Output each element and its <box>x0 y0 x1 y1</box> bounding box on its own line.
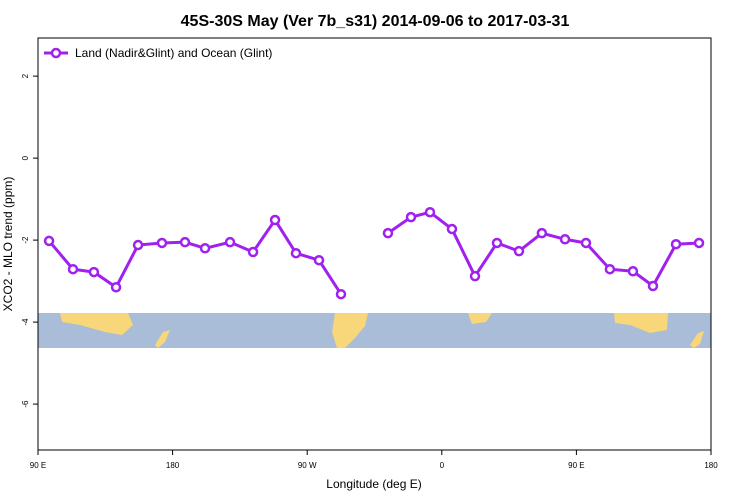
data-point <box>224 236 236 248</box>
legend-label: Land (Nadir&Glint) and Ocean (Glint) <box>75 46 272 60</box>
legend-marker <box>50 47 62 59</box>
y-tick-label: -6 <box>21 400 30 408</box>
x-tick-label: 180 <box>704 461 718 470</box>
data-point <box>536 227 548 239</box>
x-axis-label: Longitude (deg E) <box>326 477 421 491</box>
land <box>60 313 133 335</box>
data-point <box>405 211 417 223</box>
x-tick-label: 90 E <box>568 461 584 470</box>
data-point <box>382 227 394 239</box>
data-point <box>269 214 281 226</box>
data-point <box>290 247 302 259</box>
data-point <box>446 223 458 235</box>
x-tick-label: 90 E <box>30 461 46 470</box>
data-point <box>88 266 100 278</box>
data-point <box>313 254 325 266</box>
data-point <box>247 246 259 258</box>
land <box>690 331 704 348</box>
plot-frame <box>37 37 712 451</box>
data-point <box>627 266 639 277</box>
data-point <box>199 243 211 254</box>
data-point <box>67 263 79 275</box>
x-tick-label: 0 <box>440 461 445 470</box>
y-tick-label: 2 <box>21 73 30 78</box>
data-point <box>491 237 503 249</box>
data-point <box>179 236 191 248</box>
x-tick-label: 90 W <box>298 461 317 470</box>
y-axis-label: XCO2 - MLO trend (ppm) <box>1 177 15 312</box>
data-point <box>132 239 144 251</box>
data-line <box>47 210 700 296</box>
x-tick-label: 180 <box>166 461 180 470</box>
data-point <box>647 280 659 292</box>
data-point <box>670 238 682 250</box>
land <box>332 313 368 348</box>
data-point <box>156 237 168 249</box>
data-point <box>469 270 481 282</box>
data-point <box>424 206 436 218</box>
data-point <box>604 263 616 275</box>
land <box>155 330 170 348</box>
data-point <box>335 288 347 300</box>
map-strip <box>38 313 711 348</box>
data-point <box>43 235 55 247</box>
data-point <box>559 234 571 245</box>
land <box>468 313 492 324</box>
data-point <box>110 281 122 293</box>
y-tick-label: -2 <box>21 236 30 244</box>
data-point <box>580 237 592 249</box>
y-tick-label: 0 <box>21 155 30 160</box>
data-point <box>513 245 525 257</box>
chart-title: 45S-30S May (Ver 7b_s31) 2014-09-06 to 2… <box>181 13 570 30</box>
ocean-band <box>38 313 711 348</box>
data-point <box>693 237 705 249</box>
y-tick-label: -4 <box>21 318 30 326</box>
land <box>614 313 668 333</box>
